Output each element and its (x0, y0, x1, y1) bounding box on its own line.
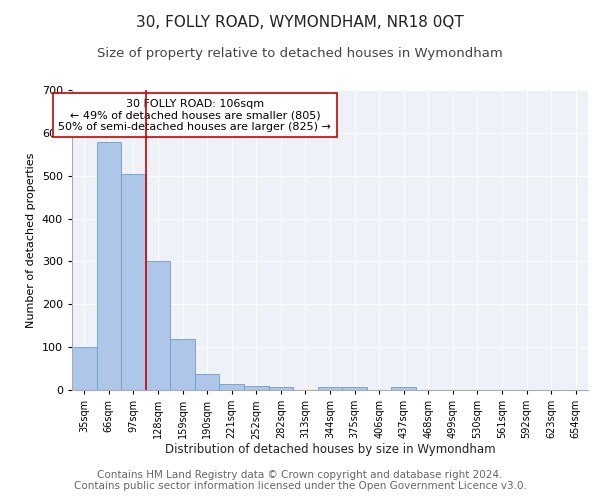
Bar (220, 384, 244, 390)
Bar (269, 387, 293, 390)
Bar (146, 262, 170, 390)
Bar (97, 142, 121, 390)
Bar (244, 386, 269, 390)
Text: Contains HM Land Registry data © Crown copyright and database right 2024.: Contains HM Land Registry data © Crown c… (97, 470, 503, 480)
Bar (318, 387, 342, 390)
Text: Contains public sector information licensed under the Open Government Licence v3: Contains public sector information licen… (74, 481, 526, 491)
Bar (121, 174, 146, 390)
Bar (391, 386, 416, 390)
Bar (72, 347, 97, 390)
Y-axis label: Number of detached properties: Number of detached properties (26, 152, 36, 328)
Bar (195, 374, 220, 390)
Bar (342, 387, 367, 390)
Text: 30, FOLLY ROAD, WYMONDHAM, NR18 0QT: 30, FOLLY ROAD, WYMONDHAM, NR18 0QT (136, 15, 464, 30)
Text: Distribution of detached houses by size in Wymondham: Distribution of detached houses by size … (164, 442, 496, 456)
Bar (170, 340, 195, 390)
Text: 30 FOLLY ROAD: 106sqm
← 49% of detached houses are smaller (805)
50% of semi-det: 30 FOLLY ROAD: 106sqm ← 49% of detached … (58, 98, 331, 132)
Text: Size of property relative to detached houses in Wymondham: Size of property relative to detached ho… (97, 48, 503, 60)
